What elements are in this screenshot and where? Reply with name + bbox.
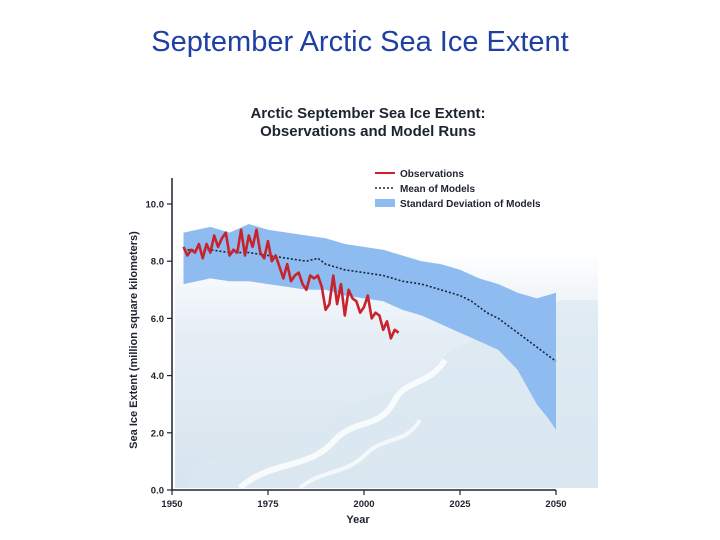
y-tick-label: 8.0 — [151, 257, 164, 268]
y-tick-label: 10.0 — [146, 200, 165, 211]
y-tick-label: 0.0 — [151, 486, 164, 497]
chart-title-line-1: Arctic September Sea Ice Extent: — [250, 105, 485, 122]
x-axis-label: Year — [346, 514, 370, 526]
std-deviation-band — [183, 224, 556, 430]
x-tick-label: 1950 — [161, 499, 182, 510]
y-tick-label: 2.0 — [151, 428, 164, 439]
legend-mean-label: Mean of Models — [400, 184, 475, 195]
legend-std-swatch — [375, 199, 395, 207]
slide-title: September Arctic Sea Ice Extent — [151, 26, 569, 58]
y-axis-ticks: 0.0 2.0 4.0 6.0 8.0 10.0 — [146, 200, 172, 497]
y-axis-label: Sea Ice Extent (million square kilometer… — [128, 231, 140, 449]
observations-line — [182, 228, 400, 340]
legend: Observations Mean of Models Standard Dev… — [375, 169, 541, 210]
x-tick-label: 2000 — [353, 499, 374, 510]
chart-title-line-2: Observations and Model Runs — [260, 123, 476, 140]
legend-std-label: Standard Deviation of Models — [400, 199, 541, 210]
x-tick-label: 2050 — [545, 499, 566, 510]
x-tick-label: 2025 — [449, 499, 471, 510]
x-axis-ticks: 1950 1975 2000 2025 2050 — [161, 490, 567, 510]
y-tick-label: 4.0 — [151, 371, 164, 382]
x-tick-label: 1975 — [257, 499, 279, 510]
legend-observations-label: Observations — [400, 169, 464, 180]
y-tick-label: 6.0 — [151, 314, 164, 325]
